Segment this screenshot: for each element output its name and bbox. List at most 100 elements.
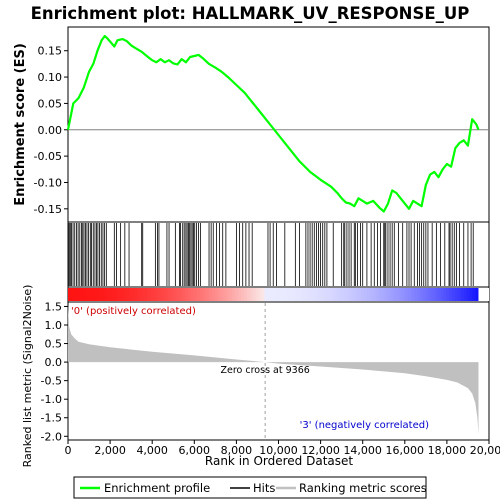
band-cell — [211, 288, 216, 301]
band-cell — [238, 288, 242, 301]
band-cell — [367, 288, 371, 301]
band-cell — [70, 288, 75, 301]
es-panel: -0.15 -0.10 -0.05 0.00 0.05 0.10 0.15 Enrichme… — [13, 26, 490, 223]
positive-correlation-label: '0' (positively correlated) — [71, 306, 196, 317]
band-cell — [197, 288, 201, 301]
metric-x-tick-label: 4,000 — [136, 444, 168, 457]
band-cell — [314, 288, 318, 301]
hits-frame — [67, 221, 490, 288]
band-cell — [214, 288, 219, 301]
band-cell — [276, 288, 280, 301]
band-cell — [440, 288, 444, 301]
band-cells — [68, 288, 489, 301]
band-cell — [340, 288, 345, 301]
band-cell — [326, 288, 330, 301]
metric-y-tick-label: 0.0 — [45, 356, 63, 369]
band-cell — [264, 288, 268, 301]
band-cell — [243, 288, 248, 301]
band-cell — [158, 288, 163, 301]
enrichment-profile-line — [66, 34, 480, 213]
band-cell — [161, 288, 166, 301]
metric-panel: -2.0 -1.5 -1.0 -0.5 0.0 0.5 1.0 1.5 0 2,000 4,000… — [21, 285, 500, 468]
band-cell — [258, 288, 263, 301]
band-cell — [170, 288, 175, 301]
band-cell — [185, 288, 189, 301]
metric-x-tick-label: 0 — [65, 444, 72, 457]
band-cell — [372, 288, 377, 301]
band-cell — [173, 288, 178, 301]
band-cell — [384, 288, 389, 301]
band-cell — [311, 288, 315, 301]
band-cell — [176, 288, 181, 301]
band-cell — [164, 288, 169, 301]
band-cell — [466, 288, 471, 301]
band-cell — [94, 288, 98, 301]
band-cell — [220, 288, 224, 301]
band-cell — [132, 288, 137, 301]
band-cell — [68, 288, 72, 301]
band-cell — [355, 288, 359, 301]
metric-x-tick-label: 10,000 — [259, 444, 298, 457]
band-cell — [150, 288, 154, 301]
metric-y-tick-label: 1.0 — [45, 319, 63, 332]
band-cell — [129, 288, 134, 301]
band-cell — [249, 288, 254, 301]
band-cell — [223, 288, 227, 301]
band-cell — [109, 288, 113, 301]
band-cell — [331, 288, 336, 301]
zero-cross-label: Zero cross at 9366 — [221, 365, 310, 376]
metric-x-tick-label: 2,000 — [94, 444, 126, 457]
band-cell — [114, 288, 119, 301]
metric-y-axis-label: Ranked list metric (Signal2Noise) — [21, 285, 34, 468]
metric-y-tick-label: -0.5 — [41, 375, 62, 388]
band-cell — [202, 288, 207, 301]
band-cell — [240, 288, 245, 301]
legend-enrichment-label: Enrichment profile — [104, 481, 210, 495]
metric-x-tick-label: 14,000 — [343, 444, 382, 457]
band-cell — [155, 288, 160, 301]
band-cell — [431, 288, 436, 301]
band-cell — [144, 288, 148, 301]
band-cell — [117, 288, 122, 301]
band-cell — [279, 288, 283, 301]
metric-x-tick-label: 8,000 — [221, 444, 253, 457]
band-cell — [381, 288, 386, 301]
band-cell — [194, 288, 198, 301]
band-cell — [463, 288, 468, 301]
band-cell — [188, 288, 192, 301]
band-cell — [443, 288, 447, 301]
metric-y-tick-label: 0.5 — [45, 338, 63, 351]
band-cell — [405, 288, 409, 301]
band-cell — [208, 288, 213, 301]
band-cell — [349, 288, 354, 301]
ranked-metric-area — [68, 304, 479, 435]
es-y-tick-label: -0.15 — [34, 203, 62, 216]
metric-y-ticks: -2.0 -1.5 -1.0 -0.5 0.0 0.5 1.0 1.5 — [41, 300, 68, 443]
band-cell — [88, 288, 93, 301]
band-cell — [167, 288, 172, 301]
es-y-tick-label: 0.00 — [38, 124, 63, 137]
band-cell — [452, 288, 456, 301]
band-cell — [126, 288, 131, 301]
band-cell — [290, 288, 295, 301]
band-cell — [334, 288, 339, 301]
es-y-tick-label: -0.10 — [34, 176, 62, 189]
band-cell — [287, 288, 292, 301]
hit-lines — [68, 223, 474, 286]
band-cell — [387, 288, 392, 301]
band-cell — [76, 288, 81, 301]
band-cell — [97, 288, 101, 301]
band-empty — [478, 288, 489, 301]
band-cell — [232, 288, 236, 301]
band-cell — [393, 288, 397, 301]
band-cell — [390, 288, 395, 301]
band-cell — [273, 288, 277, 301]
band-cell — [469, 288, 474, 301]
band-cell — [328, 288, 333, 301]
band-cell — [235, 288, 239, 301]
legend: Enrichment profile Hits Ranking metric s… — [73, 476, 427, 499]
band-cell — [419, 288, 424, 301]
band-cell — [106, 288, 110, 301]
band-cell — [361, 288, 365, 301]
metric-x-ticks: 0 2,000 4,000 6,000 8,000 10,000 12,000 14,000 1… — [65, 440, 500, 457]
